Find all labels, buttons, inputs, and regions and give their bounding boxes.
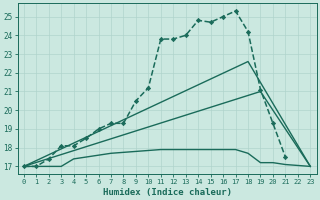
X-axis label: Humidex (Indice chaleur): Humidex (Indice chaleur) [102, 188, 232, 197]
